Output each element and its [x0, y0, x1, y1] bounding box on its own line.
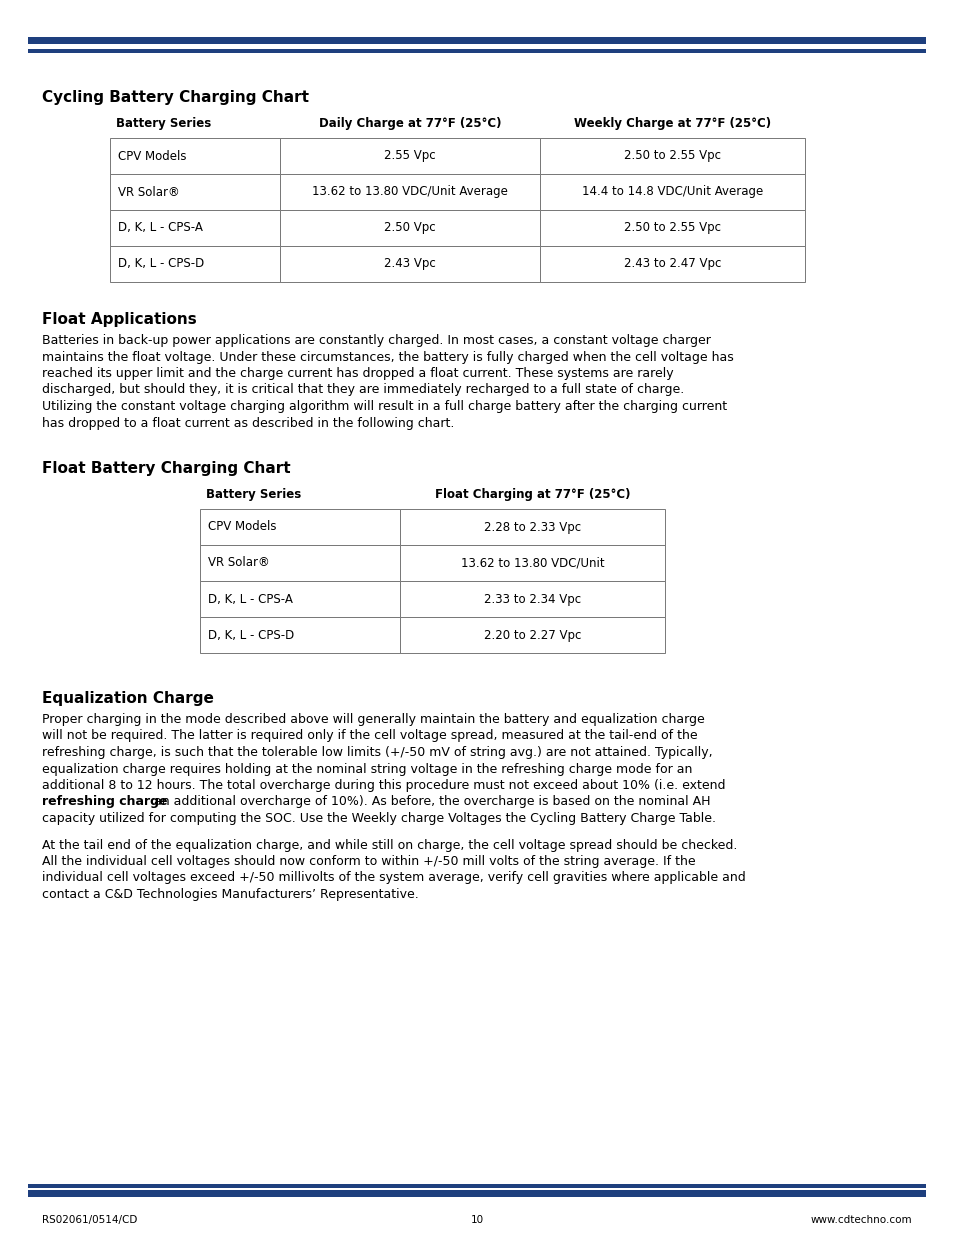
Text: additional 8 to 12 hours. The total overcharge during this procedure must not ex: additional 8 to 12 hours. The total over…: [42, 779, 724, 792]
Text: an additional overcharge of 10%). As before, the overcharge is based on the nomi: an additional overcharge of 10%). As bef…: [150, 795, 710, 809]
Text: Batteries in back-up power applications are constantly charged. In most cases, a: Batteries in back-up power applications …: [42, 333, 710, 347]
Text: Weekly Charge at 77°F (25°C): Weekly Charge at 77°F (25°C): [574, 117, 770, 130]
Text: Equalization Charge: Equalization Charge: [42, 692, 213, 706]
Bar: [539, 138, 804, 174]
Bar: [539, 246, 804, 282]
Text: Battery Series: Battery Series: [116, 117, 211, 130]
Text: 13.62 to 13.80 VDC/Unit: 13.62 to 13.80 VDC/Unit: [460, 557, 603, 569]
Text: 14.4 to 14.8 VDC/Unit Average: 14.4 to 14.8 VDC/Unit Average: [581, 185, 762, 199]
Bar: [280, 246, 539, 282]
Bar: [28, 37, 925, 44]
Text: CPV Models: CPV Models: [118, 149, 186, 163]
Text: Float Applications: Float Applications: [42, 312, 196, 327]
Text: has dropped to a float current as described in the following chart.: has dropped to a float current as descri…: [42, 416, 454, 430]
Text: D, K, L - CPS-A: D, K, L - CPS-A: [118, 221, 203, 235]
Text: VR Solar®: VR Solar®: [208, 557, 270, 569]
Text: 2.33 to 2.34 Vpc: 2.33 to 2.34 Vpc: [483, 593, 580, 605]
Text: 2.43 to 2.47 Vpc: 2.43 to 2.47 Vpc: [623, 258, 720, 270]
Text: equalization charge requires holding at the nominal string voltage in the refres: equalization charge requires holding at …: [42, 762, 692, 776]
Text: At the tail end of the equalization charge, and while still on charge, the cell : At the tail end of the equalization char…: [42, 839, 737, 851]
Text: will not be required. The latter is required only if the cell voltage spread, me: will not be required. The latter is requ…: [42, 730, 697, 742]
Text: D, K, L - CPS-D: D, K, L - CPS-D: [118, 258, 204, 270]
Text: Float Charging at 77°F (25°C): Float Charging at 77°F (25°C): [435, 488, 630, 501]
Bar: [539, 210, 804, 246]
Text: maintains the float voltage. Under these circumstances, the battery is fully cha: maintains the float voltage. Under these…: [42, 351, 733, 363]
Text: 2.28 to 2.33 Vpc: 2.28 to 2.33 Vpc: [483, 520, 580, 534]
Bar: [399, 545, 664, 580]
Bar: [200, 580, 399, 618]
Bar: [280, 210, 539, 246]
Bar: [539, 174, 804, 210]
Text: Proper charging in the mode described above will generally maintain the battery : Proper charging in the mode described ab…: [42, 713, 704, 726]
Bar: [110, 246, 280, 282]
Text: VR Solar®: VR Solar®: [118, 185, 179, 199]
Text: Cycling Battery Charging Chart: Cycling Battery Charging Chart: [42, 90, 309, 105]
Text: CPV Models: CPV Models: [208, 520, 276, 534]
Bar: [280, 174, 539, 210]
Bar: [200, 509, 399, 545]
Text: All the individual cell voltages should now conform to within +/-50 mill volts o: All the individual cell voltages should …: [42, 855, 695, 868]
Text: 2.55 Vpc: 2.55 Vpc: [384, 149, 436, 163]
Text: refreshing charge: refreshing charge: [42, 795, 168, 809]
Bar: [28, 1184, 925, 1188]
Text: www.cdtechno.com: www.cdtechno.com: [809, 1215, 911, 1225]
Bar: [110, 210, 280, 246]
Text: refreshing charge, is such that the tolerable low limits (+/-50 mV of string avg: refreshing charge, is such that the tole…: [42, 746, 712, 760]
Text: 13.62 to 13.80 VDC/Unit Average: 13.62 to 13.80 VDC/Unit Average: [312, 185, 507, 199]
Text: Utilizing the constant voltage charging algorithm will result in a full charge b: Utilizing the constant voltage charging …: [42, 400, 726, 412]
Text: contact a C&D Technologies Manufacturers’ Representative.: contact a C&D Technologies Manufacturers…: [42, 888, 418, 902]
Bar: [28, 49, 925, 53]
Bar: [200, 545, 399, 580]
Bar: [399, 580, 664, 618]
Text: reached its upper limit and the charge current has dropped a float current. Thes: reached its upper limit and the charge c…: [42, 367, 673, 380]
Bar: [110, 138, 280, 174]
Text: 2.43 Vpc: 2.43 Vpc: [384, 258, 436, 270]
Text: D, K, L - CPS-D: D, K, L - CPS-D: [208, 629, 294, 641]
Bar: [28, 1191, 925, 1197]
Text: 2.50 to 2.55 Vpc: 2.50 to 2.55 Vpc: [623, 221, 720, 235]
Bar: [110, 174, 280, 210]
Bar: [200, 618, 399, 653]
Text: Battery Series: Battery Series: [206, 488, 301, 501]
Bar: [280, 138, 539, 174]
Text: 2.50 Vpc: 2.50 Vpc: [384, 221, 436, 235]
Text: 2.50 to 2.55 Vpc: 2.50 to 2.55 Vpc: [623, 149, 720, 163]
Text: RS02061/0514/CD: RS02061/0514/CD: [42, 1215, 137, 1225]
Text: Float Battery Charging Chart: Float Battery Charging Chart: [42, 461, 291, 475]
Bar: [399, 618, 664, 653]
Text: discharged, but should they, it is critical that they are immediately recharged : discharged, but should they, it is criti…: [42, 384, 683, 396]
Text: 2.20 to 2.27 Vpc: 2.20 to 2.27 Vpc: [483, 629, 580, 641]
Bar: [399, 509, 664, 545]
Text: capacity utilized for computing the SOC. Use the Weekly charge Voltages the Cycl: capacity utilized for computing the SOC.…: [42, 811, 716, 825]
Text: Daily Charge at 77°F (25°C): Daily Charge at 77°F (25°C): [318, 117, 500, 130]
Text: 10: 10: [470, 1215, 483, 1225]
Text: D, K, L - CPS-A: D, K, L - CPS-A: [208, 593, 293, 605]
Text: individual cell voltages exceed +/-50 millivolts of the system average, verify c: individual cell voltages exceed +/-50 mi…: [42, 872, 745, 884]
